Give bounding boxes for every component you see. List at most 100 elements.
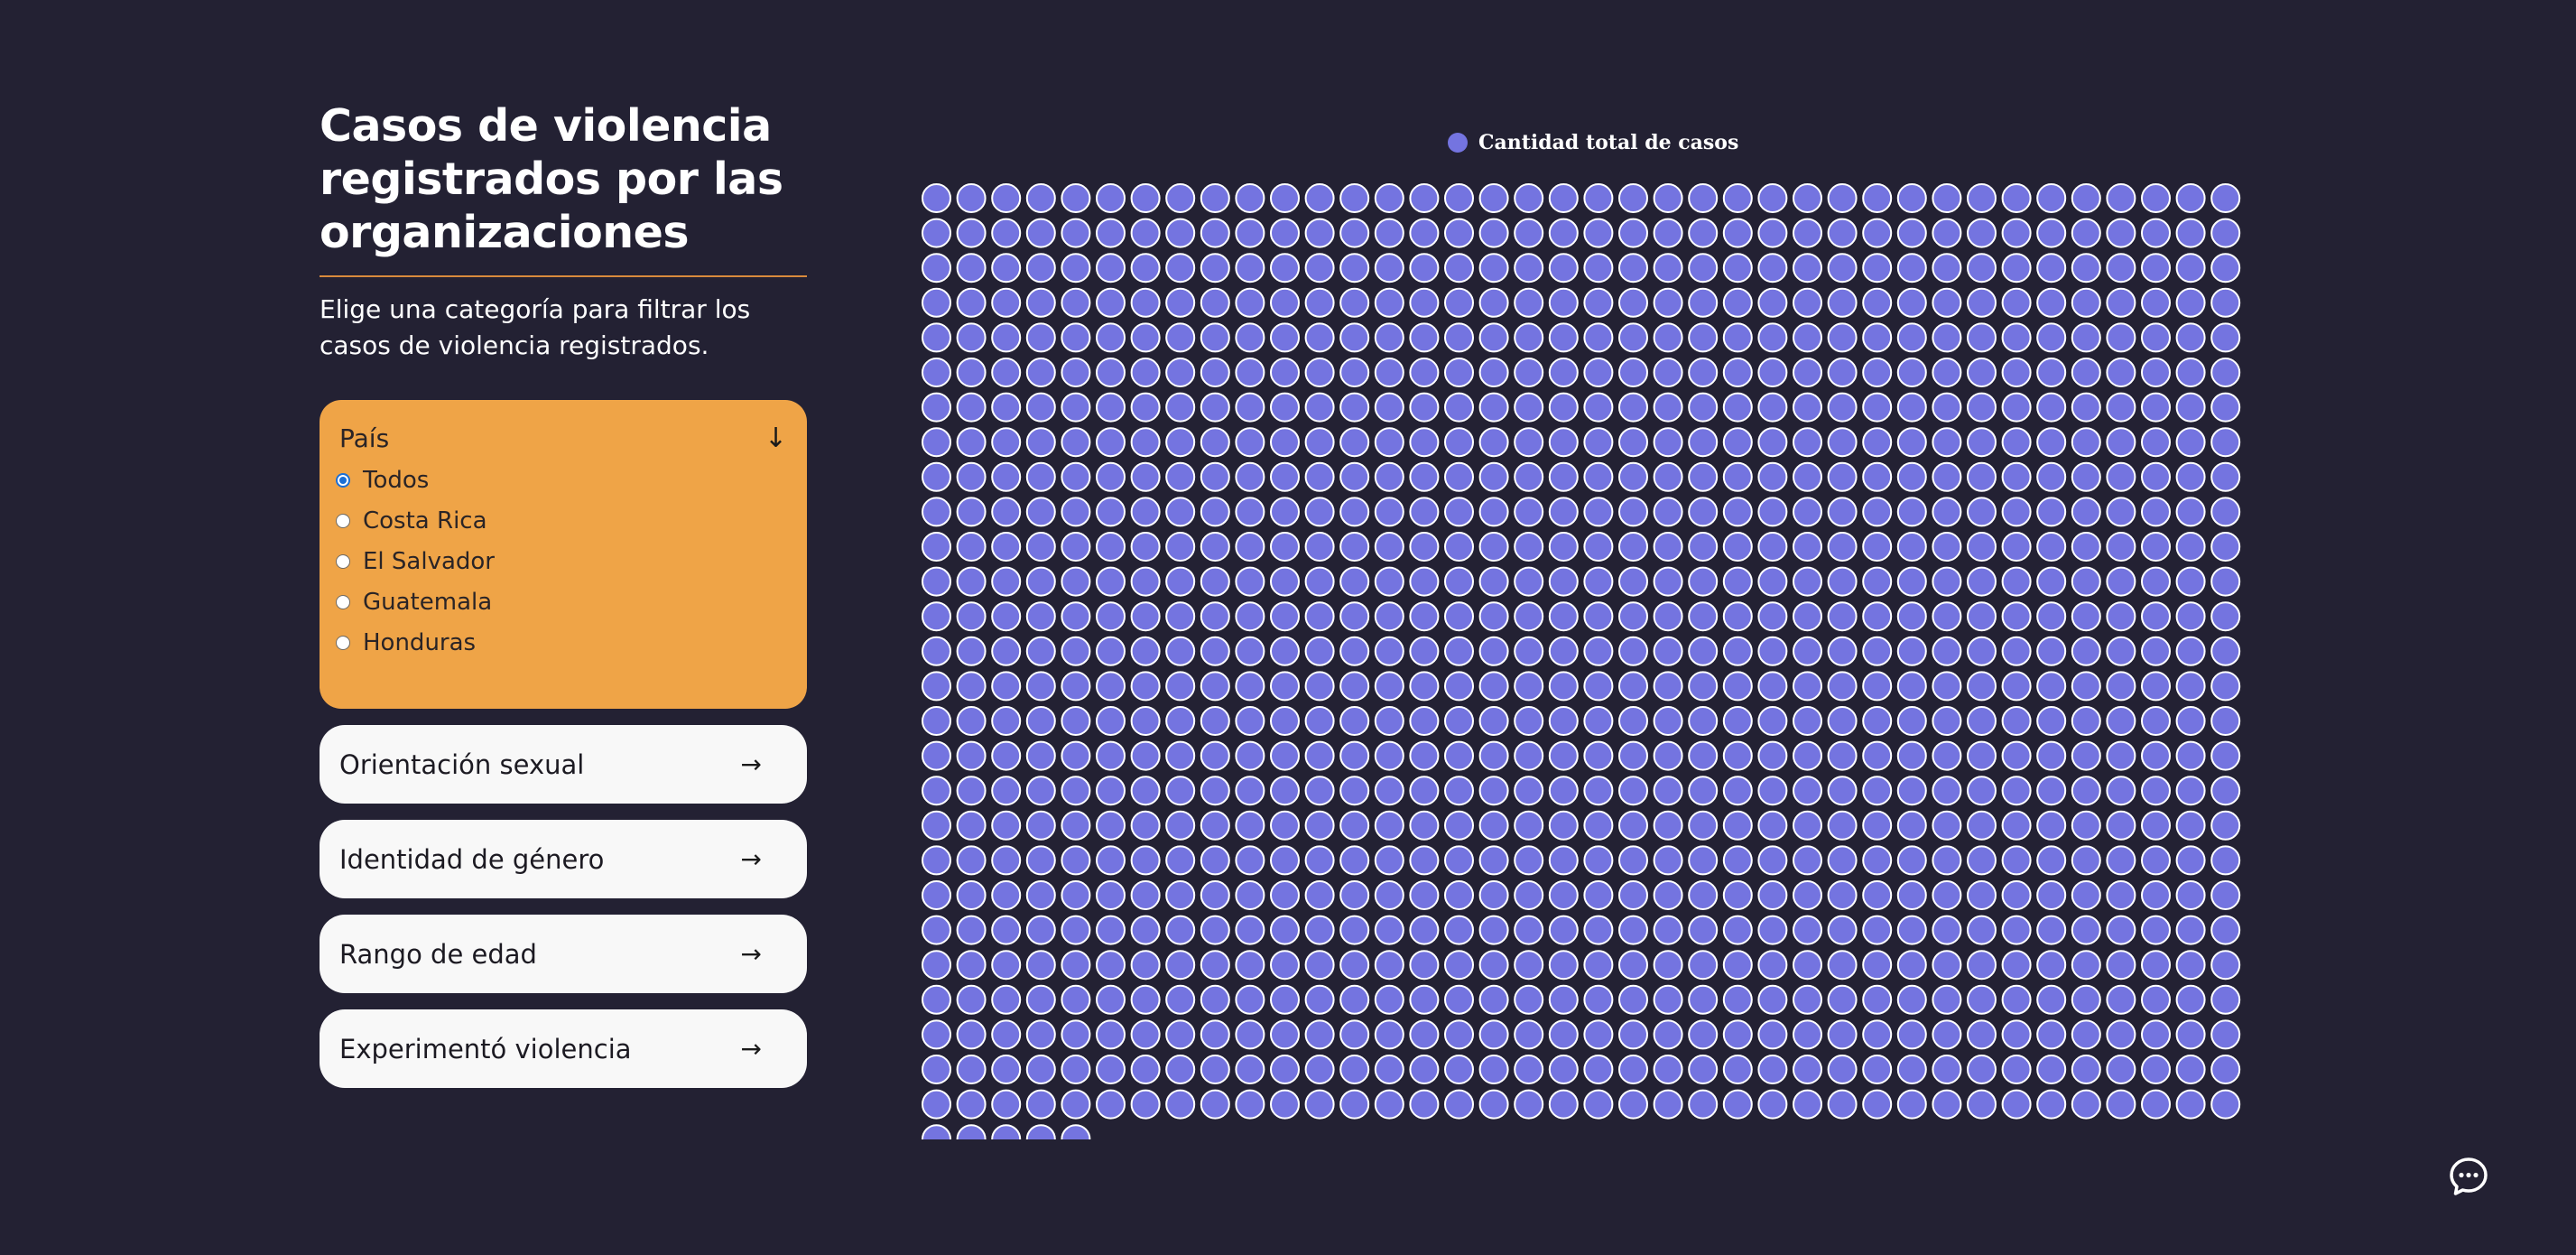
case-dot xyxy=(1793,706,1822,736)
case-dot xyxy=(1270,845,1300,876)
case-dot xyxy=(1478,601,1509,632)
radio-button[interactable] xyxy=(336,513,350,528)
case-dot xyxy=(2106,183,2136,213)
radio-button[interactable] xyxy=(336,594,350,609)
case-dot xyxy=(956,950,987,981)
case-dot xyxy=(1583,915,1614,945)
case-dot xyxy=(991,392,1022,423)
case-dot xyxy=(1200,566,1230,597)
case-dot xyxy=(2071,218,2101,248)
case-dot xyxy=(2001,358,2032,387)
country-option[interactable]: Guatemala xyxy=(336,581,787,622)
case-dot xyxy=(1444,253,1474,284)
case-dot xyxy=(1096,1055,1126,1084)
case-dot xyxy=(1478,915,1509,945)
case-dot xyxy=(1200,287,1230,318)
case-dot xyxy=(2106,706,2136,736)
case-dot xyxy=(1932,740,1962,771)
case-dot xyxy=(2001,532,2032,562)
case-dot xyxy=(1548,706,1579,736)
case-dot xyxy=(1896,461,1927,492)
case-dot xyxy=(1722,810,1753,841)
case-dot xyxy=(922,915,951,945)
case-dot xyxy=(2071,392,2101,423)
case-dot xyxy=(2141,984,2171,1015)
case-dot xyxy=(1827,880,1858,910)
case-dot xyxy=(1583,392,1614,423)
case-dot xyxy=(1304,845,1335,876)
case-dot xyxy=(1339,322,1370,353)
case-dot xyxy=(1025,845,1056,876)
case-dot xyxy=(1793,427,1822,458)
case-dot xyxy=(2210,358,2241,387)
filter-card-header[interactable]: País ↓ xyxy=(339,420,787,456)
case-dot xyxy=(1896,845,1927,876)
case-dot xyxy=(2175,984,2206,1015)
case-dot xyxy=(1896,1019,1927,1050)
case-dot xyxy=(1827,776,1858,806)
case-dot xyxy=(1165,461,1196,492)
case-dot xyxy=(1896,566,1927,597)
case-dot xyxy=(1967,358,1997,387)
case-dot xyxy=(1932,984,1962,1015)
case-dot xyxy=(2071,776,2101,806)
case-dot xyxy=(1200,497,1230,527)
case-dot xyxy=(1653,461,1683,492)
filter-card[interactable]: Rango de edad → xyxy=(320,915,807,993)
filter-card[interactable]: Orientación sexual → xyxy=(320,725,807,804)
case-dot xyxy=(991,287,1022,318)
case-dot xyxy=(1165,810,1196,841)
case-dot xyxy=(1932,566,1962,597)
case-dot xyxy=(2210,636,2241,666)
country-option[interactable]: Costa Rica xyxy=(336,500,787,541)
case-dot xyxy=(1165,740,1196,771)
case-dot xyxy=(1478,950,1509,981)
case-dot xyxy=(2071,427,2101,458)
case-dot xyxy=(1862,845,1893,876)
case-dot xyxy=(1862,427,1893,458)
case-dot xyxy=(1165,427,1196,458)
case-dot xyxy=(1862,532,1893,562)
case-dot xyxy=(1618,322,1648,353)
case-dot xyxy=(2071,636,2101,666)
filter-card[interactable]: Identidad de género → xyxy=(320,820,807,898)
case-dot xyxy=(1688,183,1719,213)
case-dot xyxy=(1235,358,1265,387)
case-dot xyxy=(991,183,1022,213)
chat-button[interactable] xyxy=(2448,1156,2489,1197)
case-dot xyxy=(1061,392,1091,423)
case-dot xyxy=(2001,1055,2032,1084)
arrow-down-icon[interactable]: ↓ xyxy=(764,422,787,454)
case-dot xyxy=(1967,915,1997,945)
filter-card-pais: País ↓ Todos Costa Rica El Salvador Guatema… xyxy=(320,400,807,709)
case-dot xyxy=(1653,984,1683,1015)
radio-button[interactable] xyxy=(336,553,350,569)
case-dot xyxy=(1967,601,1997,632)
case-dot xyxy=(1130,1019,1161,1050)
case-dot xyxy=(2210,461,2241,492)
case-dot xyxy=(1618,218,1648,248)
case-dot xyxy=(1688,601,1719,632)
case-dot xyxy=(1339,358,1370,387)
case-dot xyxy=(956,218,987,248)
case-dot xyxy=(1653,253,1683,284)
filter-card[interactable]: Experimentó violencia → xyxy=(320,1009,807,1088)
case-dot xyxy=(1862,497,1893,527)
case-dot xyxy=(1827,810,1858,841)
country-option[interactable]: El Salvador xyxy=(336,541,787,581)
case-dot xyxy=(1374,427,1404,458)
radio-button[interactable] xyxy=(336,635,350,650)
case-dot xyxy=(2210,810,2241,841)
case-dot xyxy=(1409,322,1440,353)
case-dot xyxy=(1862,880,1893,910)
case-dot xyxy=(1270,358,1300,387)
case-dot xyxy=(1618,915,1648,945)
case-dot xyxy=(1409,1089,1440,1120)
case-dot xyxy=(1025,671,1056,702)
country-option[interactable]: Honduras xyxy=(336,622,787,663)
case-dot xyxy=(1722,1019,1753,1050)
radio-button[interactable] xyxy=(336,472,350,488)
case-dot xyxy=(2106,497,2136,527)
country-option[interactable]: Todos xyxy=(336,460,787,500)
case-dot xyxy=(2036,845,2067,876)
